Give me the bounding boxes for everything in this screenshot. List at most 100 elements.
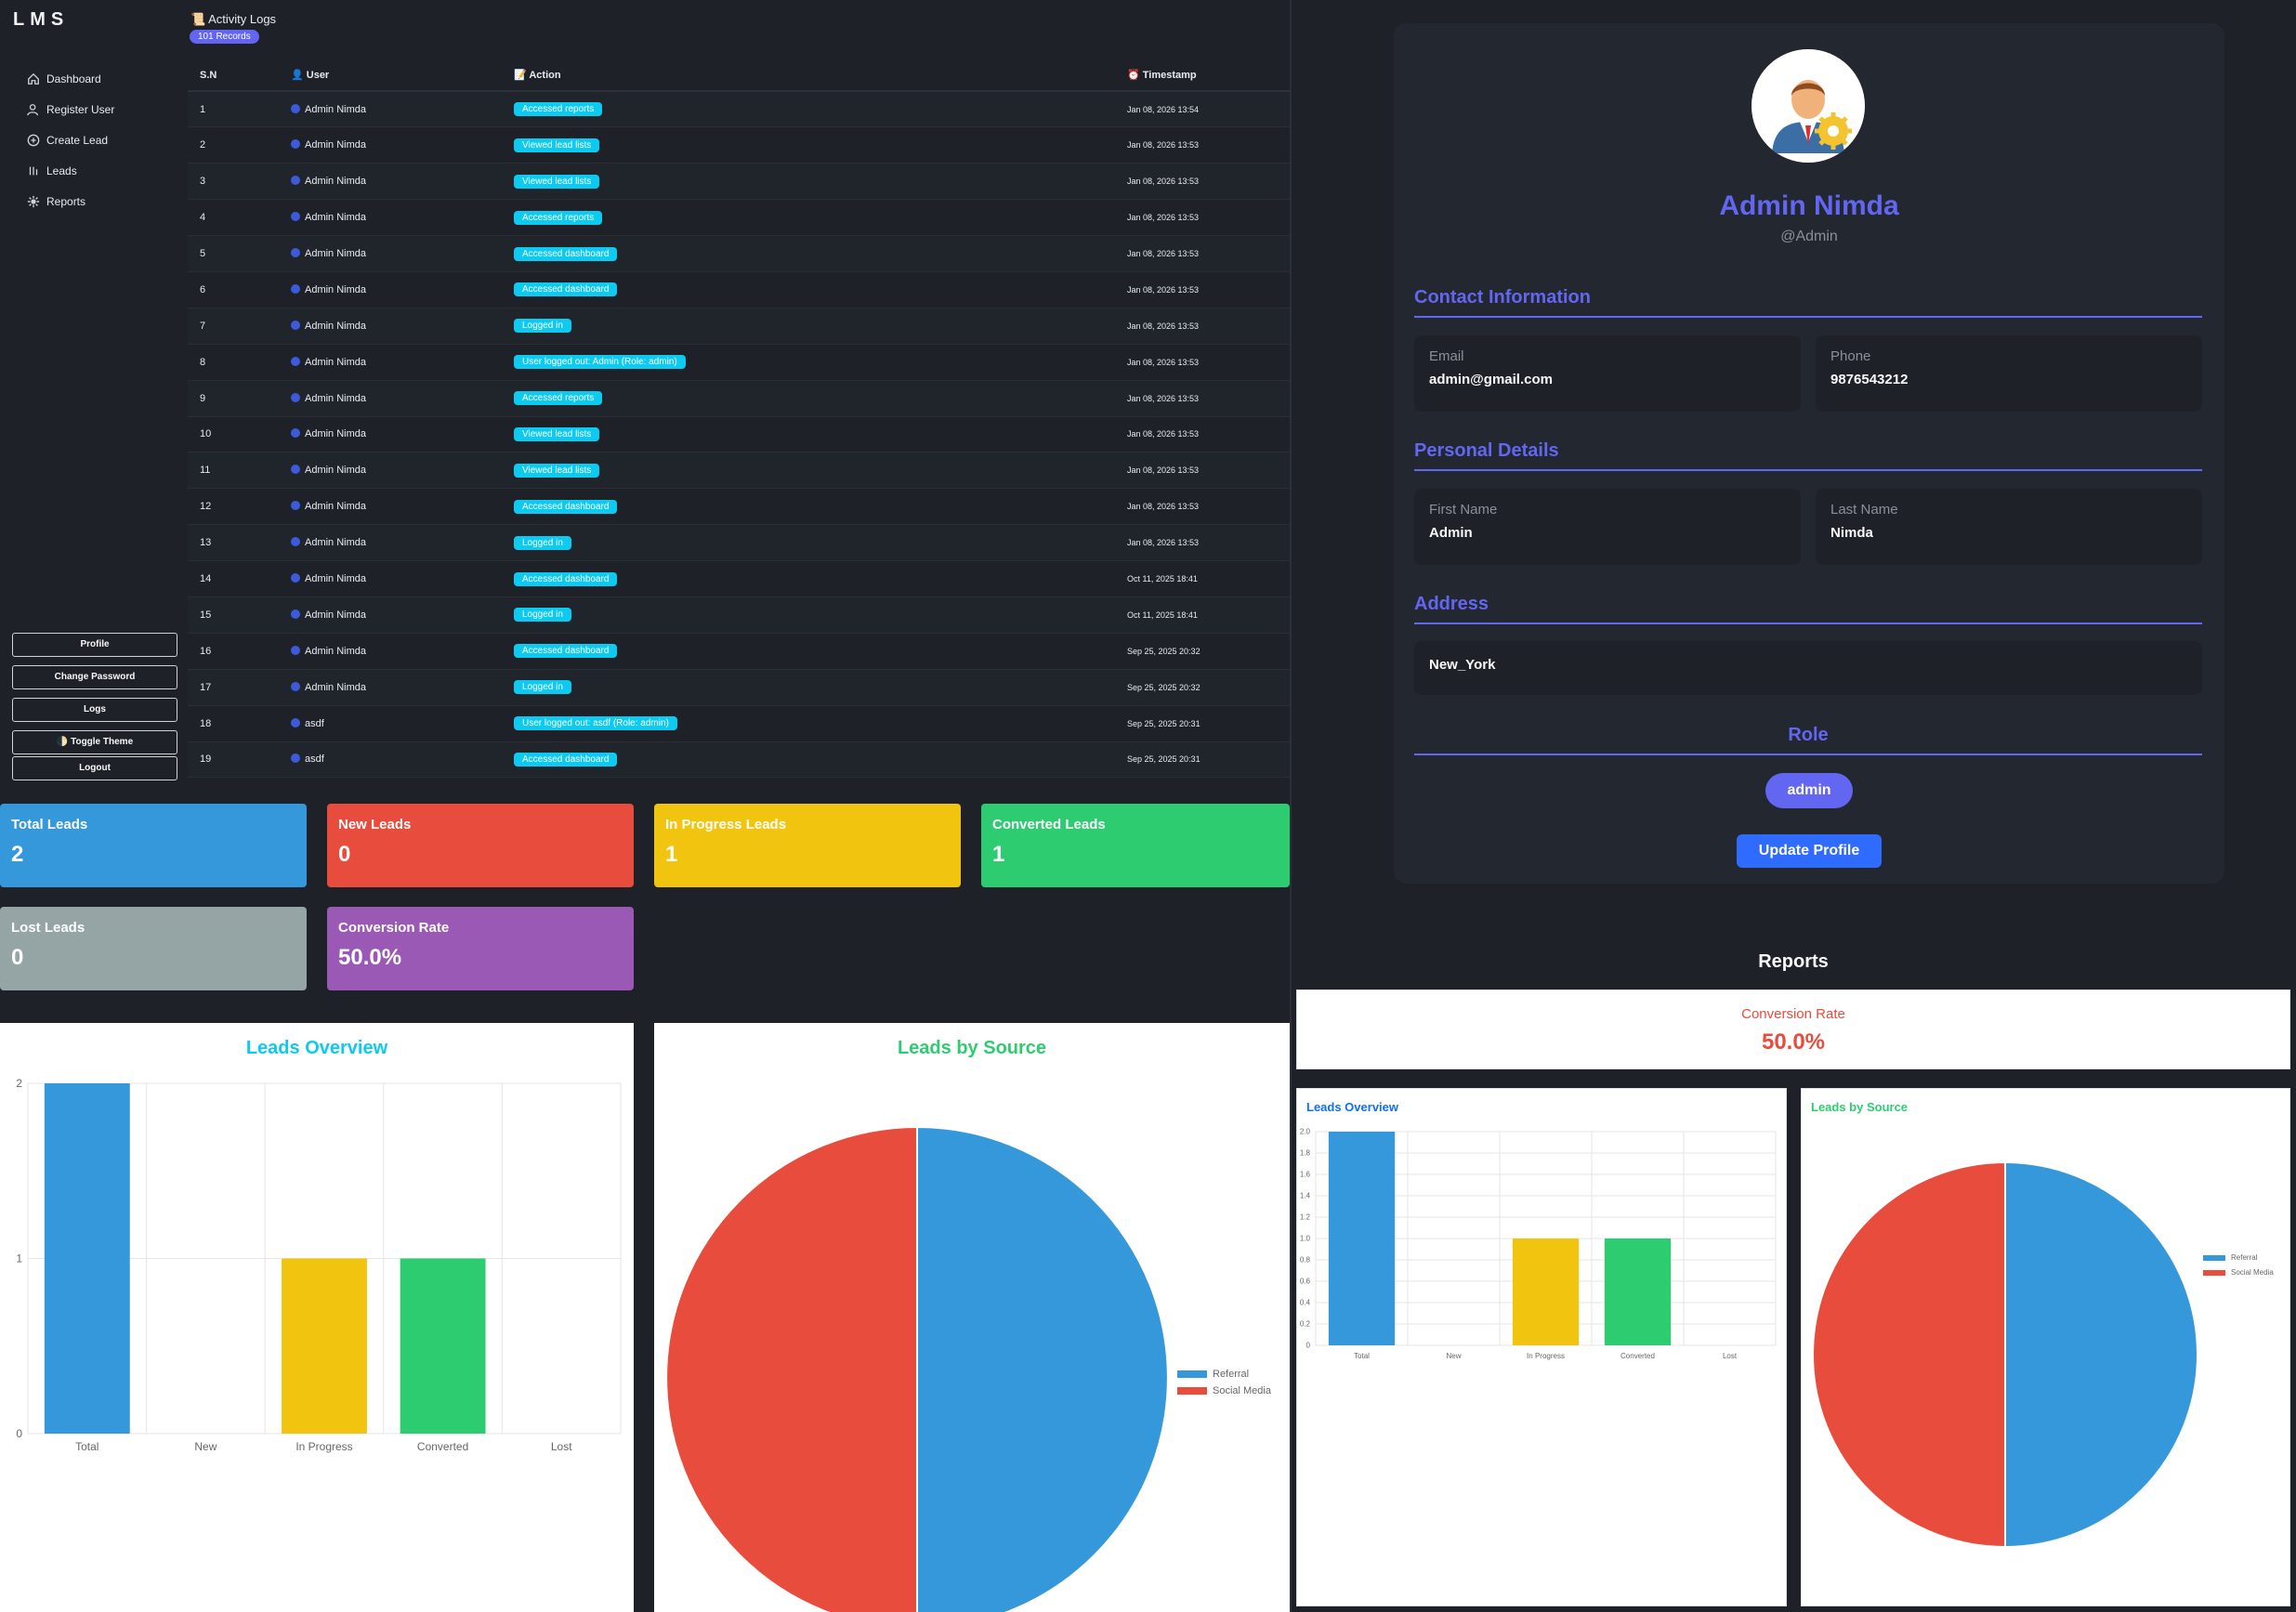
list-icon [26,164,41,178]
cell-user: Admin Nimda [279,416,502,453]
timestamp: Oct 11, 2025 18:41 [1127,574,1198,584]
user-name: Admin Nimda [305,501,367,513]
action-badge: Logged in [514,608,571,623]
timestamp: Jan 08, 2026 13:53 [1127,140,1200,151]
stat-title: In Progress Leads [665,817,787,832]
logs-table: S.N 👤 User 📝 Action ⏰ Timestamp 1 Admin N… [188,59,1290,779]
change-password-button[interactable]: Change Password [12,665,177,689]
logs-button[interactable]: Logs [12,698,177,722]
table-row: 19 asdf Accessed dashboard Sep 25, 2025 20:… [188,741,1290,779]
x-tick-label: Converted [417,1440,468,1453]
table-header-row: S.N 👤 User 📝 Action ⏰ Timestamp [188,59,1290,92]
cell-action: Logged in [502,669,1115,706]
report-leads-overview-chart: 0 0.2 0.4 0.6 0.8 1.0 1.2 1.4 1.6 1.8 2.0 Total New I… [1300,1128,1777,1360]
user-name: Admin Nimda [305,573,367,585]
timestamp: Jan 08, 2026 13:54 [1127,104,1200,114]
profile-button[interactable]: Profile [12,633,177,657]
sidebar-item-reports[interactable]: Reports [26,186,114,216]
y-tick-label: 2.0 [1300,1128,1311,1136]
toggle-theme-button[interactable]: 🌓 Toggle Theme [12,730,177,754]
x-tick-label: Converted [1620,1352,1655,1360]
cell-action: Accessed dashboard [502,271,1115,308]
bar-converted [1604,1238,1672,1345]
cell-sn: 17 [188,669,279,706]
cell-user: Admin Nimda [279,126,502,164]
action-badge: Accessed dashboard [514,644,618,659]
timestamp: Jan 08, 2026 13:53 [1127,465,1200,476]
action-badge: Viewed lead lists [514,174,600,189]
sidebar-item-register-user[interactable]: Register User [26,94,114,125]
cell-action: Accessed dashboard [502,560,1115,597]
reports-title: Reports [1758,951,1829,972]
section-personal-details: Personal Details [1414,440,2202,471]
logs-title: 📜 Activity Logs [190,12,277,26]
stat-value: 2 [11,842,24,867]
logout-button[interactable]: Logout [12,756,177,780]
action-badge: Accessed reports [514,391,603,406]
column-header-user: 👤 User [279,59,502,92]
profile-card: Admin Nimda @Admin Contact Information E… [1394,23,2224,884]
user-name: Admin Nimda [305,356,367,368]
user-icon [291,320,300,330]
user-plus-icon [26,102,41,117]
field-label: Last Name [1830,502,1898,518]
column-header-sn: S.N [188,59,279,92]
conversion-rate-value: 50.0% [1761,1029,1826,1055]
field-label: First Name [1429,502,1498,518]
action-badge: Accessed dashboard [514,571,618,586]
cell-sn: 10 [188,416,279,453]
x-tick-label: New [1446,1352,1461,1360]
legend-swatch [1177,1387,1207,1395]
user-name: asdf [305,717,324,729]
table-row: 2 Admin Nimda Viewed lead lists Jan 08, 202… [188,126,1290,164]
cell-timestamp: Jan 08, 2026 13:53 [1115,452,1290,490]
cell-action: Accessed reports [502,91,1115,128]
field-value: Nimda [1830,525,1873,541]
conversion-rate-box: Conversion Rate 50.0% [1296,989,2290,1069]
action-badge: User logged out: asdf (Role: admin) [514,716,677,731]
x-tick-label: Total [1354,1352,1370,1360]
y-tick-label: 0.2 [1300,1320,1311,1329]
action-badge: Accessed reports [514,102,603,117]
bar-converted [400,1258,486,1434]
table-row: 3 Admin Nimda Viewed lead lists Jan 08, 202… [188,163,1290,201]
section-address: Address [1414,594,2202,624]
user-icon [291,645,300,655]
y-tick-label: 1.2 [1300,1213,1311,1222]
activity-logs-panel: 📜 Activity Logs 101 Records S.N 👤 User 📝… [188,0,1290,792]
sidebar-item-dashboard[interactable]: Dashboard [26,63,114,94]
y-tick-label: 1.8 [1300,1149,1311,1158]
timestamp: Jan 08, 2026 13:53 [1127,177,1200,187]
timestamp: Sep 25, 2025 20:31 [1127,754,1200,765]
leads-by-source-chart: Referral Social Media [665,1125,1272,1612]
cell-timestamp: Jan 08, 2026 13:53 [1115,380,1290,417]
pie-slice-referral [2004,1160,2198,1549]
profile-handle: @Admin [1780,229,1838,244]
user-name: Admin Nimda [305,681,367,693]
y-tick-label: 0 [1306,1342,1311,1350]
update-profile-button[interactable]: Update Profile [1737,834,1882,868]
cell-action: Accessed reports [502,380,1115,417]
leads-overview-chart: 0 1 2 Total New In Progress Converted Lost [16,1077,622,1453]
timestamp: Sep 25, 2025 20:32 [1127,646,1200,656]
field-value: admin@gmail.com [1429,372,1553,387]
user-icon [291,428,300,439]
stat-value: 0 [338,842,351,867]
cell-timestamp: Oct 11, 2025 18:41 [1115,596,1290,634]
timestamp: Jan 08, 2026 13:53 [1127,284,1200,295]
cell-timestamp: Jan 08, 2026 13:53 [1115,163,1290,201]
last-name-field: Last Name Nimda [1816,489,2202,565]
table-row: 11 Admin Nimda Viewed lead lists Jan 08, 20… [188,452,1290,490]
y-tick-label: 1.0 [1300,1235,1311,1243]
cell-action: Accessed dashboard [502,488,1115,526]
table-row: 5 Admin Nimda Accessed dashboard Jan 08, 20… [188,235,1290,272]
stat-card-conversion-rate: Conversion Rate 50.0% [327,907,634,990]
user-icon [291,573,300,583]
user-name: Admin Nimda [305,176,367,188]
user-icon [291,139,300,150]
sidebar-item-create-lead[interactable]: Create Lead [26,125,114,155]
sidebar-item-leads[interactable]: Leads [26,155,114,186]
bar-total [1328,1132,1396,1345]
timestamp: Jan 08, 2026 13:53 [1127,538,1200,548]
cell-timestamp: Sep 25, 2025 20:31 [1115,705,1290,742]
